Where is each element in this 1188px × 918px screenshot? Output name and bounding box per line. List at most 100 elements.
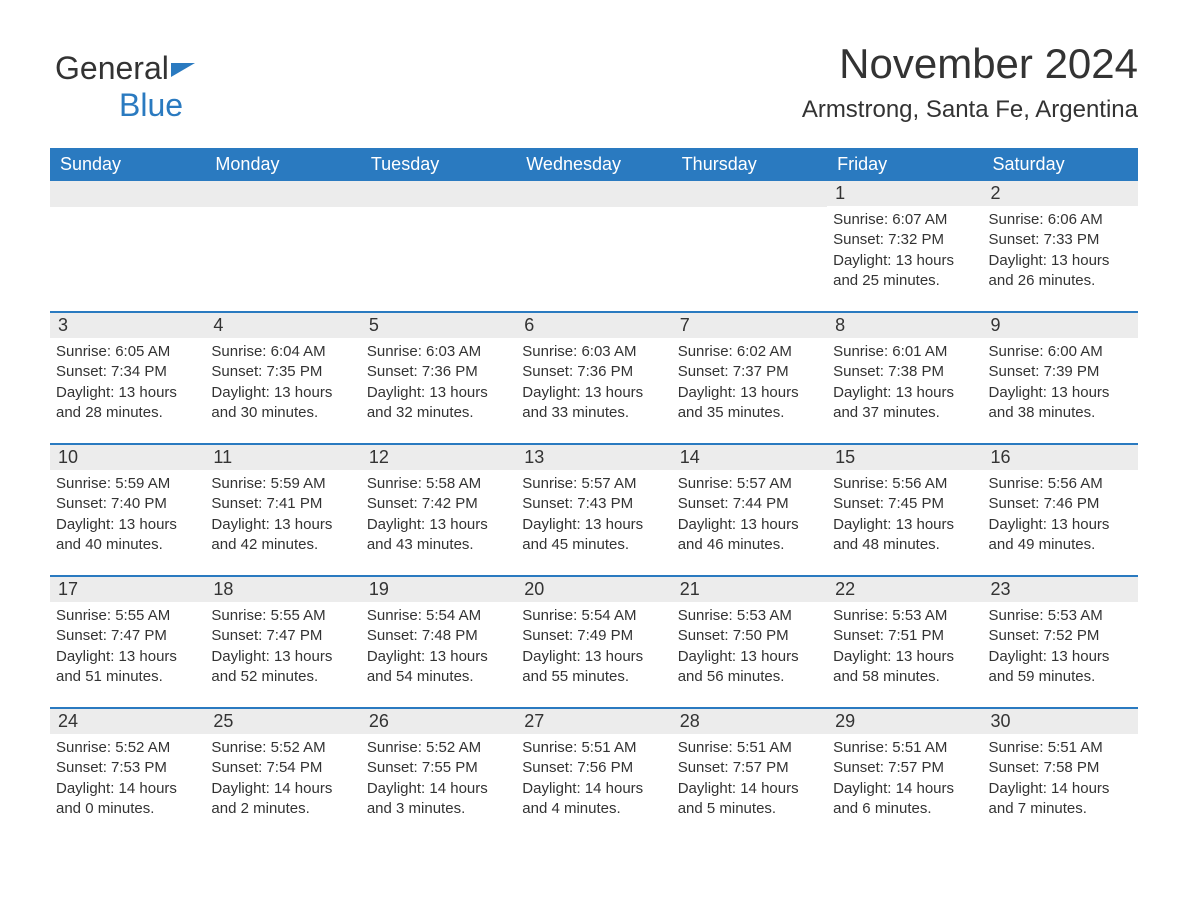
day-details bbox=[672, 207, 827, 297]
day-number bbox=[516, 181, 671, 207]
calendar-cell: 7Sunrise: 6:02 AMSunset: 7:37 PMDaylight… bbox=[672, 312, 827, 444]
sunset-line: Sunset: 7:39 PM bbox=[989, 363, 1100, 380]
daylight-line: Daylight: 13 hours and 59 minutes. bbox=[989, 648, 1110, 685]
sunrise-line: Sunrise: 6:03 AM bbox=[367, 343, 481, 360]
calendar-page: General Blue November 2024 Armstrong, Sa… bbox=[0, 0, 1188, 889]
day-details bbox=[361, 207, 516, 297]
calendar-cell: 28Sunrise: 5:51 AMSunset: 7:57 PMDayligh… bbox=[672, 708, 827, 839]
calendar-cell: 2Sunrise: 6:06 AMSunset: 7:33 PMDaylight… bbox=[983, 181, 1138, 312]
sunset-line: Sunset: 7:35 PM bbox=[211, 363, 322, 380]
day-number: 2 bbox=[983, 181, 1138, 206]
sunset-line: Sunset: 7:56 PM bbox=[522, 759, 633, 776]
calendar-cell: 9Sunrise: 6:00 AMSunset: 7:39 PMDaylight… bbox=[983, 312, 1138, 444]
daylight-line: Daylight: 13 hours and 40 minutes. bbox=[56, 516, 177, 553]
day-details bbox=[205, 207, 360, 297]
sunset-line: Sunset: 7:51 PM bbox=[833, 627, 944, 644]
day-number: 3 bbox=[50, 313, 205, 338]
day-details bbox=[516, 207, 671, 297]
day-number: 18 bbox=[205, 577, 360, 602]
calendar-row: 24Sunrise: 5:52 AMSunset: 7:53 PMDayligh… bbox=[50, 708, 1138, 839]
sunset-line: Sunset: 7:41 PM bbox=[211, 495, 322, 512]
day-details bbox=[50, 207, 205, 297]
sunrise-line: Sunrise: 5:55 AM bbox=[211, 607, 325, 624]
sunset-line: Sunset: 7:38 PM bbox=[833, 363, 944, 380]
sunset-line: Sunset: 7:42 PM bbox=[367, 495, 478, 512]
sunset-line: Sunset: 7:36 PM bbox=[367, 363, 478, 380]
day-details: Sunrise: 5:52 AM Sunset: 7:55 PM Daylight:… bbox=[361, 734, 516, 825]
daylight-line: Daylight: 13 hours and 25 minutes. bbox=[833, 252, 954, 289]
sunrise-line: Sunrise: 6:04 AM bbox=[211, 343, 325, 360]
weekday-header: Monday bbox=[205, 148, 360, 181]
sunset-line: Sunset: 7:43 PM bbox=[522, 495, 633, 512]
day-number: 8 bbox=[827, 313, 982, 338]
day-details: Sunrise: 6:00 AMSunset: 7:39 PMDaylight:… bbox=[983, 338, 1138, 429]
day-number: 9 bbox=[983, 313, 1138, 338]
calendar-cell: 5 Sunrise: 6:03 AM Sunset: 7:36 PM Daylight… bbox=[361, 312, 516, 444]
day-number: 10 bbox=[50, 445, 205, 470]
calendar-cell: 30Sunrise: 5:51 AMSunset: 7:58 PMDayligh… bbox=[983, 708, 1138, 839]
sunrise-line: Sunrise: 6:01 AM bbox=[833, 343, 947, 360]
daylight-line: Daylight: 14 hours and 0 minutes. bbox=[56, 780, 177, 817]
daylight-line: Daylight: 13 hours and 43 minutes. bbox=[367, 516, 488, 553]
day-details: Sunrise: 6:03 AMSunset: 7:36 PMDaylight:… bbox=[516, 338, 671, 429]
daylight-line: Daylight: 13 hours and 51 minutes. bbox=[56, 648, 177, 685]
weekday-header: Wednesday bbox=[516, 148, 671, 181]
day-number bbox=[672, 181, 827, 207]
day-details: Sunrise: 5:52 AMSunset: 7:53 PMDaylight:… bbox=[50, 734, 205, 825]
sunset-line: Sunset: 7:48 PM bbox=[367, 627, 478, 644]
sunset-line: Sunset: 7:47 PM bbox=[56, 627, 167, 644]
day-details: Sunrise: 6:04 AMSunset: 7:35 PMDaylight:… bbox=[205, 338, 360, 429]
calendar-cell: 17Sunrise: 5:55 AMSunset: 7:47 PMDayligh… bbox=[50, 576, 205, 708]
weekday-header: Friday bbox=[827, 148, 982, 181]
calendar-cell bbox=[50, 181, 205, 312]
calendar-cell bbox=[516, 181, 671, 312]
calendar-cell: 8Sunrise: 6:01 AMSunset: 7:38 PMDaylight… bbox=[827, 312, 982, 444]
sunrise-line: Sunrise: 6:07 AM bbox=[833, 211, 947, 228]
weekday-header: Sunday bbox=[50, 148, 205, 181]
calendar-row: 1Sunrise: 6:07 AMSunset: 7:32 PMDaylight… bbox=[50, 181, 1138, 312]
daylight-line: Daylight: 13 hours and 56 minutes. bbox=[678, 648, 799, 685]
sunrise-line: Sunrise: 5:52 AM bbox=[367, 739, 481, 756]
sunrise-line: Sunrise: 5:51 AM bbox=[522, 739, 636, 756]
day-details: Sunrise: 5:55 AMSunset: 7:47 PMDaylight:… bbox=[50, 602, 205, 693]
sunset-line: Sunset: 7:32 PM bbox=[833, 231, 944, 248]
daylight-line: Daylight: 13 hours and 46 minutes. bbox=[678, 516, 799, 553]
daylight-line: Daylight: 14 hours and 3 minutes. bbox=[367, 780, 488, 817]
day-details: Sunrise: 6:06 AMSunset: 7:33 PMDaylight:… bbox=[983, 206, 1138, 297]
sunrise-line: Sunrise: 5:51 AM bbox=[989, 739, 1103, 756]
calendar-cell bbox=[361, 181, 516, 312]
calendar-cell: 26Sunrise: 5:52 AMSunset: 7:55 PMDayligh… bbox=[361, 708, 516, 839]
calendar-cell: 16Sunrise: 5:56 AMSunset: 7:46 PMDayligh… bbox=[983, 444, 1138, 576]
daylight-line: Daylight: 13 hours and 35 minutes. bbox=[678, 384, 799, 421]
sunset-line: Sunset: 7:34 PM bbox=[56, 363, 167, 380]
daylight-line: Daylight: 13 hours and 58 minutes. bbox=[833, 648, 954, 685]
daylight-line: Daylight: 14 hours and 4 minutes. bbox=[522, 780, 643, 817]
day-details: Sunrise: 5:51 AMSunset: 7:57 PMDaylight:… bbox=[827, 734, 982, 825]
calendar-cell: 18Sunrise: 5:55 AMSunset: 7:47 PMDayligh… bbox=[205, 576, 360, 708]
day-number: 4 bbox=[205, 313, 360, 338]
sunrise-line: Sunrise: 5:51 AM bbox=[678, 739, 792, 756]
calendar-cell: 1Sunrise: 6:07 AMSunset: 7:32 PMDaylight… bbox=[827, 181, 982, 312]
sunrise-line: Sunrise: 6:00 AM bbox=[989, 343, 1103, 360]
weekday-header-row: Sunday Monday Tuesday Wednesday Thursday… bbox=[50, 148, 1138, 181]
sunrise-line: Sunrise: 6:05 AM bbox=[56, 343, 170, 360]
daylight-line: Daylight: 13 hours and 32 minutes. bbox=[367, 384, 488, 421]
sunset-line: Sunset: 7:57 PM bbox=[678, 759, 789, 776]
day-number: 24 bbox=[50, 709, 205, 734]
calendar-cell: 19Sunrise: 5:54 AMSunset: 7:48 PMDayligh… bbox=[361, 576, 516, 708]
sunrise-line: Sunrise: 6:03 AM bbox=[522, 343, 636, 360]
day-details: Sunrise: 6:01 AMSunset: 7:38 PMDaylight:… bbox=[827, 338, 982, 429]
sunset-line: Sunset: 7:33 PM bbox=[989, 231, 1100, 248]
sunrise-line: Sunrise: 6:02 AM bbox=[678, 343, 792, 360]
page-title: November 2024 bbox=[50, 40, 1138, 88]
sunset-line: Sunset: 7:55 PM bbox=[367, 759, 478, 776]
day-number: 5 bbox=[361, 313, 516, 338]
day-number: 20 bbox=[516, 577, 671, 602]
calendar-cell bbox=[205, 181, 360, 312]
sunset-line: Sunset: 7:47 PM bbox=[211, 627, 322, 644]
weekday-header: Tuesday bbox=[361, 148, 516, 181]
day-details: Sunrise: 5:59 AMSunset: 7:41 PMDaylight:… bbox=[205, 470, 360, 561]
calendar-cell: 22Sunrise: 5:53 AMSunset: 7:51 PMDayligh… bbox=[827, 576, 982, 708]
day-details: Sunrise: 5:54 AMSunset: 7:48 PMDaylight:… bbox=[361, 602, 516, 693]
daylight-line: Daylight: 13 hours and 42 minutes. bbox=[211, 516, 332, 553]
